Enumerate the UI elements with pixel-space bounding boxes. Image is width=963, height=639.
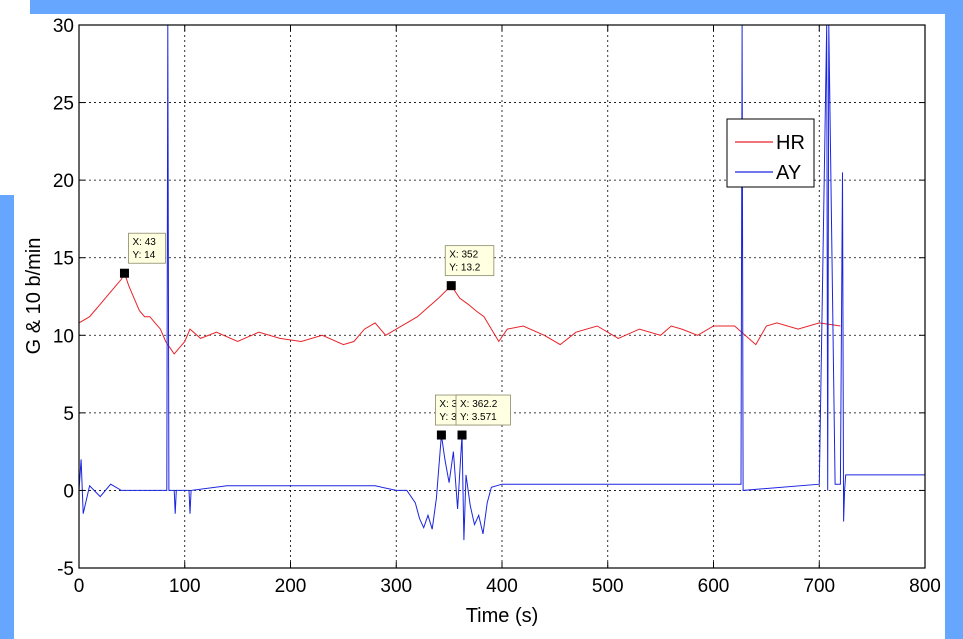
series-line-hr xyxy=(78,271,841,355)
window-frame-left xyxy=(0,195,14,639)
x-axis-label: Time (s) xyxy=(466,605,539,627)
x-tick-label: 600 xyxy=(698,576,730,597)
data-tip-x: X: 43 xyxy=(132,237,156,248)
y-tick-label: 5 xyxy=(63,404,74,425)
data-tip-x: X: 352 xyxy=(449,250,478,261)
window-frame-top xyxy=(0,0,963,14)
legend: HR AY xyxy=(726,118,815,188)
y-tick-label: 10 xyxy=(53,326,74,347)
data-tip-y: Y: 3.571 xyxy=(460,412,497,423)
data-tip-x: X: 362.2 xyxy=(460,399,498,410)
x-tick-label: 300 xyxy=(380,576,412,597)
data-tip: X: 43 Y: 14 xyxy=(119,232,166,278)
legend-box xyxy=(726,118,815,188)
data-tip-y: Y: 13.2 xyxy=(449,263,481,274)
legend-label-hr: HR xyxy=(776,132,805,154)
x-tick-label: 800 xyxy=(909,576,941,597)
data-tip-y: Y: 14 xyxy=(132,250,155,261)
y-tick-label: 15 xyxy=(53,249,74,270)
y-tick-label: -5 xyxy=(57,559,74,580)
data-tip-marker xyxy=(119,268,129,278)
x-tick-label: 700 xyxy=(803,576,835,597)
data-tip-marker xyxy=(446,281,456,291)
data-tip-box xyxy=(128,232,166,264)
x-tick-label: 100 xyxy=(169,576,201,597)
y-tick-label: 0 xyxy=(63,481,74,502)
window-frame-right xyxy=(945,0,963,639)
y-tick-label: 25 xyxy=(53,94,74,115)
y-tick-label: 30 xyxy=(53,16,74,37)
data-tip: X: 362.2 Y: 3.571 xyxy=(455,394,511,440)
window-frame-left-top xyxy=(0,0,30,195)
x-tick-label: 0 xyxy=(74,576,85,597)
x-tick-label: 200 xyxy=(275,576,307,597)
data-tip-marker xyxy=(457,430,467,440)
data-tip: X: 352 Y: 13.2 xyxy=(444,245,495,291)
data-tip-box xyxy=(455,394,511,426)
x-tick-label: 500 xyxy=(592,576,624,597)
legend-label-ay: AY xyxy=(776,162,801,184)
y-axis-label: G & 10 b/min xyxy=(23,238,45,355)
y-tick-label: 20 xyxy=(53,171,74,192)
data-tip-marker xyxy=(436,430,446,440)
grid xyxy=(79,25,925,568)
x-tick-label: 400 xyxy=(486,576,518,597)
data-tip-box xyxy=(444,245,495,277)
